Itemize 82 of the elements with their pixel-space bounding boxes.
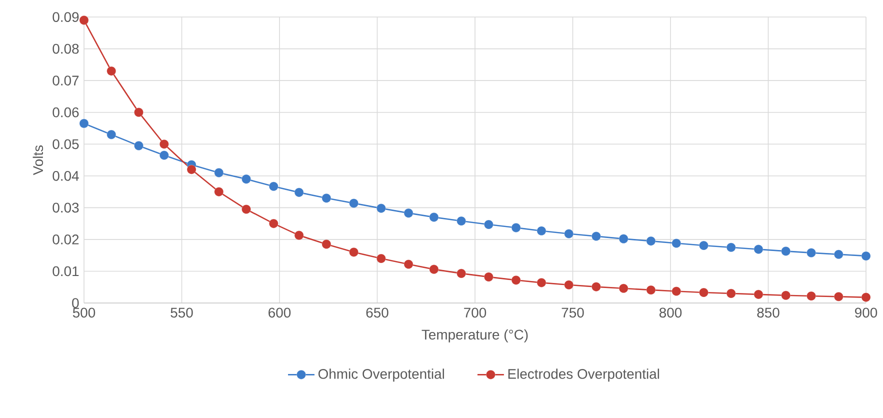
point: [134, 141, 144, 150]
legend-label: Electrodes Overpotential: [508, 368, 660, 382]
point: [404, 260, 414, 269]
point: [806, 248, 816, 258]
y-tick-label: 0.08: [52, 44, 79, 54]
point: [79, 16, 89, 25]
y-tick-label: 0.03: [52, 202, 79, 213]
point: [160, 140, 169, 149]
point: [672, 238, 681, 248]
x-tick-label: 700: [464, 308, 486, 318]
point: [322, 194, 332, 203]
point: [781, 290, 790, 300]
point: [726, 242, 736, 252]
point: [699, 240, 708, 250]
point: [592, 232, 601, 241]
point: [376, 254, 386, 264]
point: [242, 204, 251, 214]
y-tick-label: 0.01: [52, 266, 79, 276]
point: [618, 234, 628, 244]
point: [242, 174, 251, 184]
point: [672, 286, 681, 296]
point: [269, 182, 278, 191]
point: [322, 240, 332, 249]
point: [754, 244, 764, 254]
point: [806, 291, 816, 301]
point: [214, 187, 224, 196]
point: [456, 268, 466, 278]
point: [834, 250, 844, 259]
point: [456, 216, 466, 226]
point: [429, 212, 439, 222]
point: [834, 292, 844, 302]
y-tick-label: 0.04: [52, 170, 79, 181]
point: [349, 248, 358, 257]
point: [214, 168, 224, 178]
point: [646, 285, 656, 295]
point: [484, 272, 494, 282]
point: [404, 208, 414, 218]
point: [106, 66, 116, 76]
x-tick-label: 900: [855, 308, 878, 318]
y-tick-label: 0.07: [52, 76, 79, 86]
point: [376, 204, 386, 213]
y-tick-label: 0.09: [52, 12, 79, 22]
point: [484, 220, 494, 230]
point: [564, 280, 574, 290]
x-tick-label: 800: [659, 308, 682, 318]
x-tick-label: 850: [757, 308, 780, 318]
point: [160, 150, 169, 160]
point: [429, 264, 439, 274]
point: [726, 288, 736, 298]
point: [134, 108, 144, 117]
point: [618, 284, 628, 293]
point: [511, 276, 521, 285]
point: [646, 236, 656, 246]
point: [349, 198, 358, 208]
point: [592, 282, 601, 292]
point: [269, 218, 278, 228]
point: [861, 251, 871, 261]
point: [754, 290, 764, 300]
point: [294, 188, 304, 198]
point: [186, 164, 196, 174]
y-tick-label: 0.02: [52, 234, 79, 244]
x-tick-label: 500: [72, 308, 96, 318]
y-axis-title: Volts: [32, 145, 44, 176]
x-tick-label: 650: [366, 308, 388, 318]
y-tick-label: 0.06: [52, 107, 79, 118]
point: [294, 230, 304, 240]
point: [861, 292, 871, 302]
y-tick-label: 0: [72, 298, 79, 308]
x-tick-label: 600: [268, 308, 291, 318]
point: [106, 130, 116, 140]
point: [564, 229, 574, 238]
x-tick-label: 550: [170, 308, 193, 318]
point: [511, 223, 521, 232]
legend-label: Ohmic Overpotential: [318, 368, 444, 382]
y-tick-label: 0.05: [52, 139, 79, 150]
x-tick-label: 750: [562, 308, 584, 318]
point: [536, 278, 546, 288]
x-axis-title: Temperature (°C): [422, 329, 528, 342]
point: [536, 226, 546, 236]
point: [79, 118, 89, 128]
point: [781, 246, 790, 256]
point: [699, 288, 708, 298]
